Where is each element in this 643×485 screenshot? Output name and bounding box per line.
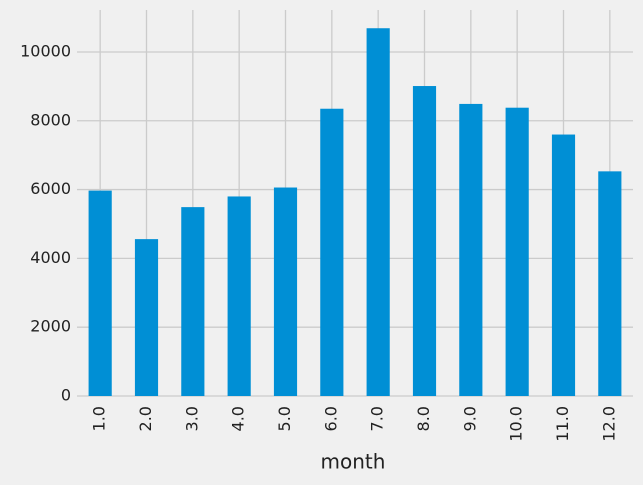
y-tick-label: 2000 (30, 317, 71, 336)
y-tick-label: 4000 (30, 248, 71, 267)
y-tick-label: 10000 (20, 41, 71, 60)
y-tick-label: 0 (61, 386, 71, 405)
bar (459, 103, 483, 396)
x-tick-label: 11.0 (553, 406, 572, 442)
y-tick-label: 8000 (30, 110, 71, 129)
bar (181, 207, 205, 396)
x-tick-label: 4.0 (229, 406, 248, 431)
x-tick-label: 5.0 (275, 406, 294, 431)
bar (273, 187, 298, 396)
x-tick-label: 2.0 (136, 406, 155, 431)
bar (412, 86, 437, 396)
y-tick-label: 6000 (30, 179, 71, 198)
bar (320, 108, 344, 397)
bar (134, 239, 159, 396)
bar (598, 171, 622, 396)
x-tick-label: 7.0 (368, 406, 387, 431)
bar (227, 196, 251, 396)
x-tick-label: 12.0 (599, 406, 618, 442)
x-tick-label: 3.0 (182, 406, 201, 431)
x-tick-label: 8.0 (414, 406, 433, 431)
bar (505, 107, 529, 396)
bar (551, 134, 576, 396)
x-tick-label: 10.0 (507, 406, 526, 442)
x-tick-label: 9.0 (460, 406, 479, 431)
x-tick-label: 6.0 (321, 406, 340, 431)
bar (366, 28, 390, 396)
x-axis-label: month (321, 450, 386, 474)
bar (88, 190, 112, 396)
x-tick-label: 1.0 (90, 406, 109, 431)
